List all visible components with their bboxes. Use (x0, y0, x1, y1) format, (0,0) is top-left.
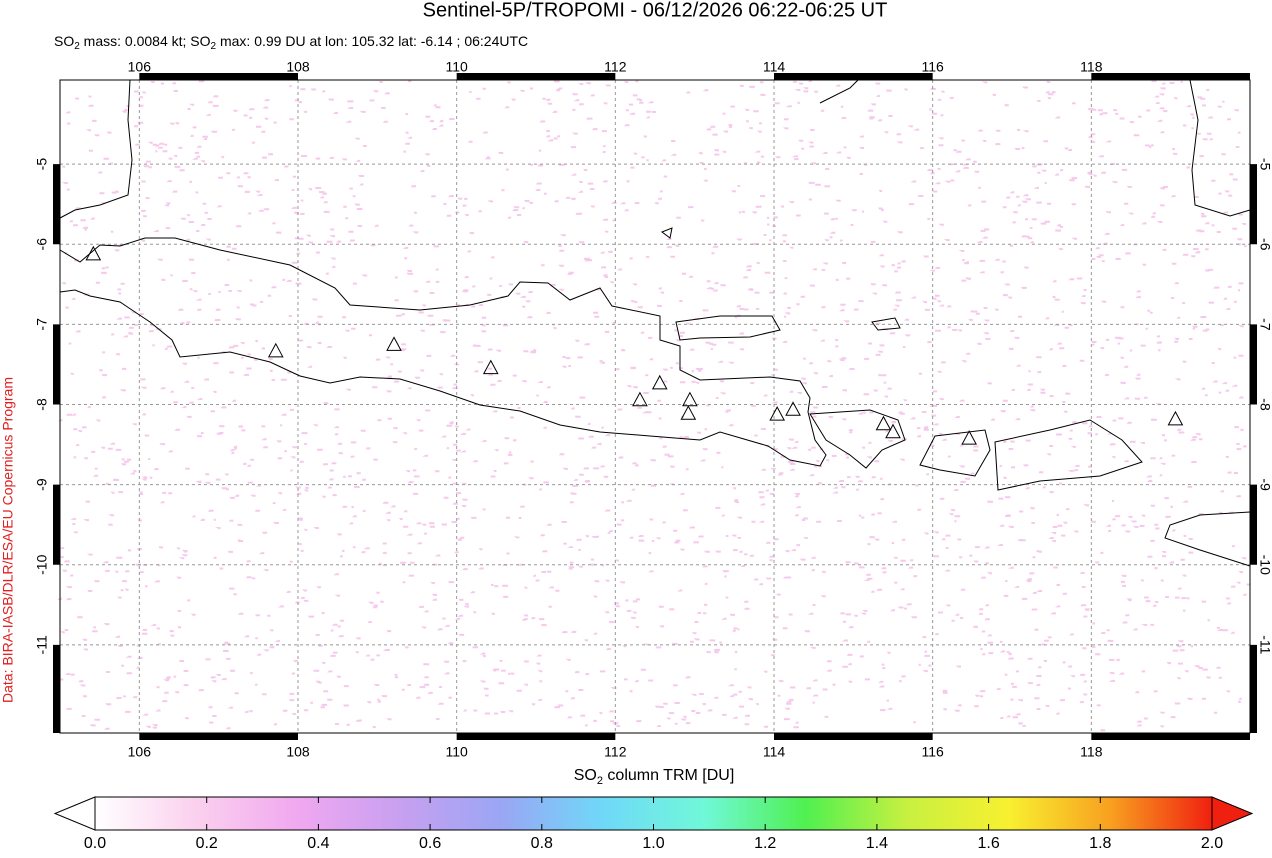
y-tick-label: -10 (1257, 555, 1272, 575)
volcano-marker (875, 415, 892, 431)
coastline (675, 315, 781, 341)
colorbar-arrow-high (1211, 796, 1254, 831)
subtitle-part: 2 (74, 41, 80, 52)
map-frame (59, 79, 1251, 734)
volcano-marker (961, 430, 977, 445)
frame-bar (456, 73, 616, 80)
y-tick-label: -5 (34, 158, 50, 171)
x-tick-label: 114 (763, 59, 786, 75)
x-tick-label: 118 (1080, 744, 1103, 760)
y-tick-label: -6 (34, 238, 50, 251)
x-tick-label: 116 (922, 59, 945, 75)
colorbar-label-part: 2 (597, 775, 603, 787)
frame-bar (53, 164, 60, 245)
frame-bar (1250, 484, 1257, 565)
colorbar-tick-label: 0.6 (419, 835, 441, 852)
y-tick-label: -7 (1257, 318, 1272, 331)
y-tick-label: -6 (1257, 238, 1272, 251)
frame-bar (1250, 164, 1257, 245)
subtitle-part: max: 0.99 DU at lon: 105.32 lat: -6.14 ;… (216, 33, 528, 49)
subtitle-part: SO (54, 33, 74, 49)
subtitle-part: 2 (211, 41, 217, 52)
y-tick-label: -10 (34, 554, 50, 574)
y-tick-label: -9 (1257, 478, 1272, 491)
volcano-marker (85, 245, 102, 261)
colorbar-tick-label: 1.8 (1089, 835, 1111, 852)
y-tick-label: -11 (34, 635, 50, 654)
x-tick-label: 114 (763, 744, 786, 760)
x-tick-label: 106 (128, 744, 152, 760)
coastline (1164, 511, 1251, 567)
frame-bar (53, 324, 60, 405)
colorbar-tick-label: 1.4 (866, 835, 888, 852)
y-tick-label: -7 (34, 318, 50, 331)
frame-bar (53, 484, 60, 565)
colorbar-label-part: SO (574, 767, 597, 784)
subtitle-part: mass: 0.0084 kt; SO (80, 33, 211, 49)
volcano-marker (482, 359, 499, 375)
frame-bar (139, 733, 298, 740)
x-tick-label: 116 (922, 744, 945, 760)
y-tick-label: -8 (34, 398, 50, 411)
volcano-marker (386, 336, 402, 351)
frame-bar (774, 73, 933, 80)
x-tick-label: 108 (286, 59, 310, 75)
coastline (59, 79, 133, 219)
frame-bar (774, 733, 933, 740)
volcano-marker (267, 342, 284, 358)
chart-title: Sentinel-5P/TROPOMI - 06/12/2026 06:22-0… (423, 0, 888, 21)
volcano-marker (651, 374, 668, 390)
coastline (819, 79, 859, 104)
x-tick-label: 112 (604, 744, 627, 760)
credit: Data: BIRA-IASB/DLR/ESA/EU Copernicus Pr… (0, 377, 16, 703)
volcano-marker (769, 406, 786, 421)
coastline (871, 317, 901, 331)
frame-bar (1091, 733, 1250, 740)
x-tick-label: 118 (1080, 59, 1103, 75)
colorbar-tick-label: 0.8 (531, 835, 553, 852)
x-tick-label: 112 (604, 59, 627, 75)
coastline (59, 237, 827, 467)
frame-bar (53, 644, 60, 733)
frame-bar (139, 73, 298, 80)
volcano-marker (885, 423, 901, 439)
y-tick-label: -9 (34, 478, 50, 491)
x-tick-label: 110 (446, 59, 469, 75)
colorbar-tick-label: 0.2 (196, 835, 218, 852)
volcano-marker (682, 391, 698, 407)
coastline (994, 419, 1143, 491)
x-tick-label: 106 (128, 59, 152, 75)
colorbar-tick-label: 1.0 (642, 835, 664, 852)
frame-bar (1250, 644, 1257, 733)
map-background (60, 80, 1250, 733)
coastlines (59, 79, 1251, 567)
y-tick-label: -5 (1257, 158, 1272, 171)
subtitle: SO2 mass: 0.0084 kt; SO2 max: 0.99 DU at… (54, 33, 528, 52)
volcano-marker (680, 405, 697, 420)
x-tick-label: 108 (286, 744, 310, 760)
colorbar-tick-label: 1.2 (754, 835, 776, 852)
colorbar-tick-label: 0.4 (307, 835, 329, 852)
volcano-marker (785, 401, 801, 416)
y-tick-label: -8 (1257, 398, 1272, 411)
y-tick-label: -11 (1257, 635, 1272, 654)
colorbar-tick-label: 1.6 (977, 835, 999, 852)
frame-bar (1091, 73, 1250, 80)
volcano-marker (632, 391, 648, 407)
colorbar-label: SO2 column TRM [DU] (574, 767, 735, 787)
coastline (660, 227, 673, 239)
coastline (1189, 79, 1251, 217)
colorbar-tick-label: 0.0 (84, 835, 106, 852)
x-tick-label: 110 (446, 744, 469, 760)
frame-bar (1250, 324, 1257, 405)
colorbar-arrow-low (53, 796, 96, 831)
colorbar-label-part: column TRM [DU] (603, 767, 734, 784)
coastline (809, 409, 906, 469)
frame-bar (456, 733, 616, 740)
coastline (919, 429, 991, 477)
volcano-marker (1167, 410, 1184, 426)
colorbar-tick-label: 2.0 (1201, 835, 1223, 852)
